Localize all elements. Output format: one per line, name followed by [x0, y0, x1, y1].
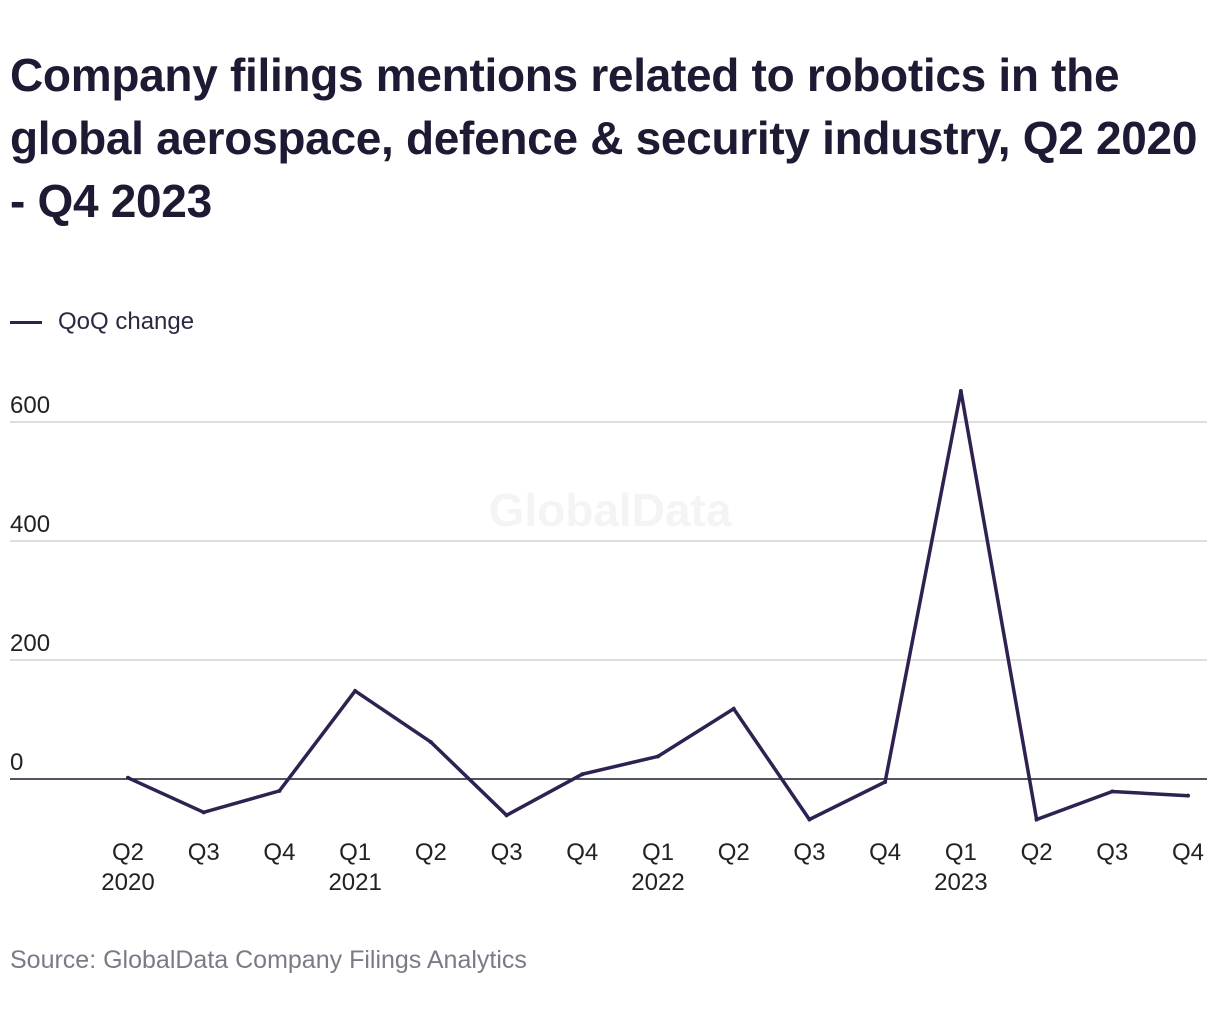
data-point	[277, 788, 282, 793]
x-tick-label: Q1	[945, 839, 977, 866]
data-point	[580, 772, 585, 777]
series-layer	[126, 389, 1190, 822]
data-point	[656, 754, 660, 759]
data-point	[1034, 817, 1039, 822]
data-point	[504, 813, 509, 818]
data-point	[807, 817, 812, 822]
x-tick-year-label: 2020	[101, 869, 154, 896]
x-tick-label: Q4	[566, 839, 598, 866]
x-tick-label: Q3	[491, 839, 523, 866]
data-point	[731, 706, 736, 711]
x-tick-year-label: 2023	[934, 869, 987, 896]
x-tick-label: Q2	[112, 839, 144, 866]
x-tick-label: Q4	[1172, 839, 1204, 866]
x-tick-label: Q2	[1021, 839, 1053, 866]
y-tick-label: 600	[10, 392, 50, 419]
data-point	[1110, 789, 1115, 794]
x-tick-label: Q2	[718, 839, 750, 866]
data-point	[353, 688, 358, 693]
legend-label: QoQ change	[58, 308, 195, 335]
legend: QoQ change	[10, 307, 194, 337]
y-axis-ticks: 0 200 400 600	[10, 392, 50, 776]
watermark-layer: GlobalData	[489, 484, 732, 536]
x-tick-label: Q3	[188, 839, 220, 866]
legend-swatch	[10, 320, 42, 324]
x-tick-label: Q4	[869, 839, 901, 866]
x-tick-label: Q1	[339, 839, 371, 866]
x-tick-label: Q3	[1096, 839, 1128, 866]
data-point	[201, 810, 206, 815]
y-tick-label: 0	[10, 749, 23, 776]
x-tick-label: Q1	[642, 839, 674, 866]
data-point	[1186, 793, 1190, 798]
data-point	[428, 740, 433, 745]
grid-lines	[10, 421, 1207, 780]
source-note: Source: GlobalData Company Filings Analy…	[10, 946, 527, 974]
x-tick-year-label: 2022	[631, 869, 684, 896]
x-tick-label: Q3	[793, 839, 825, 866]
x-tick-label: Q4	[263, 839, 295, 866]
watermark: GlobalData	[489, 484, 732, 536]
chart-title: Company filings mentions related to robo…	[10, 49, 1198, 227]
y-tick-label: 200	[10, 630, 50, 657]
y-tick-label: 400	[10, 511, 50, 538]
data-point	[883, 779, 888, 784]
data-point	[126, 775, 130, 780]
x-tick-label: Q2	[415, 839, 447, 866]
x-axis-ticks: Q2 2020 Q3 Q4 Q1 2021 Q2 Q3 Q4 Q1 2022 Q2 Q3 Q4 Q1 2023…	[101, 839, 1204, 896]
data-point	[958, 389, 963, 394]
x-tick-year-label: 2021	[328, 869, 381, 896]
